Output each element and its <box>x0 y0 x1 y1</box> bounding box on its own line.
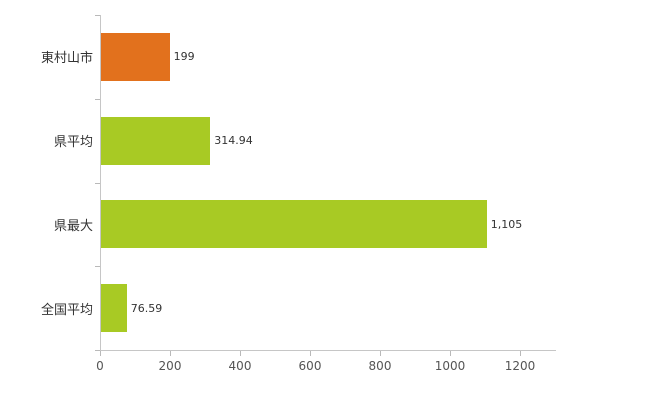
bar-3 <box>100 284 127 333</box>
x-axis-label: 400 <box>228 359 252 373</box>
x-axis-label: 1000 <box>434 359 466 373</box>
y-axis-tick <box>95 350 100 351</box>
y-axis-tick <box>95 182 100 184</box>
x-axis-tick <box>100 351 101 356</box>
category-label: 全国平均 <box>40 302 93 318</box>
value-label: 314.94 <box>214 134 253 148</box>
value-label: 199 <box>173 50 195 64</box>
value-label: 1,105 <box>490 217 523 231</box>
y-axis-line <box>100 15 101 351</box>
x-axis-tick <box>450 351 451 356</box>
bar-row: 1,105 <box>100 183 555 267</box>
x-axis-label: 0 <box>96 359 104 373</box>
category-label: 東村山市 <box>40 51 93 67</box>
x-axis-tick <box>240 351 241 356</box>
x-axis-label: 1200 <box>504 359 536 373</box>
value-label: 76.59 <box>130 301 163 315</box>
bar-2 <box>100 200 487 249</box>
y-axis-tick <box>95 266 100 268</box>
category-label: 県平均 <box>53 135 93 151</box>
x-axis-tick <box>170 351 171 356</box>
x-axis-line <box>100 350 556 351</box>
bar-row: 314.94 <box>100 99 555 183</box>
plot-area: 199 314.94 1,105 76.59 <box>100 15 555 350</box>
y-axis-tick <box>95 98 100 100</box>
category-label: 県最大 <box>53 218 93 234</box>
x-axis-tick <box>520 351 521 356</box>
bar-1 <box>100 116 211 165</box>
x-axis-label: 800 <box>368 359 392 373</box>
y-axis-tick <box>95 15 100 16</box>
bar-row: 76.59 <box>100 266 555 350</box>
bar-0 <box>100 32 170 81</box>
x-axis-label: 200 <box>158 359 182 373</box>
x-axis-tick <box>310 351 311 356</box>
bar-row: 199 <box>100 15 555 99</box>
x-axis-label: 600 <box>298 359 322 373</box>
x-axis-tick <box>380 351 381 356</box>
